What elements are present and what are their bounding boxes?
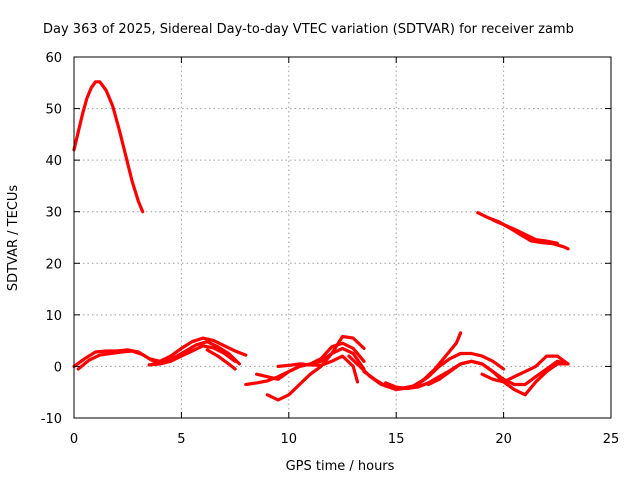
x-tick-labels: 0 5 10 15 20 25 xyxy=(70,432,619,447)
chart-title: Day 363 of 2025, Sidereal Day-to-day VTE… xyxy=(43,22,574,37)
x-tick-label: 25 xyxy=(603,432,620,447)
grid xyxy=(74,57,611,418)
y-tick-labels: -10 0 10 20 30 40 50 60 xyxy=(41,51,62,427)
y-axis-label: SDTVAR / TECUs xyxy=(6,185,21,292)
y-tick-label: 10 xyxy=(45,309,62,324)
series-line-sat-trough-4 xyxy=(426,359,570,387)
series-line-sat-mid-1 xyxy=(265,334,366,402)
x-tick-label: 20 xyxy=(495,432,512,447)
x-axis-label: GPS time / hours xyxy=(286,459,395,474)
y-tick-label: 50 xyxy=(45,103,62,118)
y-tick-label: -10 xyxy=(41,412,62,427)
x-tick-label: 15 xyxy=(388,432,405,447)
y-tick-label: 60 xyxy=(45,51,62,66)
series-line-sat-trough-1 xyxy=(347,331,463,390)
y-tick-label: 30 xyxy=(45,206,62,221)
x-tick-label: 0 xyxy=(70,432,78,447)
ticks xyxy=(73,56,612,419)
plot-frame xyxy=(73,56,612,419)
series-line-sat-low-2 xyxy=(76,340,241,371)
series-line-sat-high-arc xyxy=(72,80,145,214)
series-line-sat-low-4 xyxy=(205,348,237,371)
y-tick-label: 20 xyxy=(45,257,62,272)
series-line-sat-trough-2 xyxy=(362,351,506,392)
series-line-sat-trough-5 xyxy=(480,354,570,384)
series-line-sat-low-3 xyxy=(147,344,237,367)
y-tick-label: 40 xyxy=(45,154,62,169)
y-tick-label: 0 xyxy=(54,360,62,375)
series-line-sat-mid-4 xyxy=(276,354,360,384)
series-layer xyxy=(72,80,570,402)
x-tick-label: 10 xyxy=(281,432,298,447)
series-line-sat-late-b xyxy=(491,218,559,245)
x-tick-label: 5 xyxy=(177,432,185,447)
